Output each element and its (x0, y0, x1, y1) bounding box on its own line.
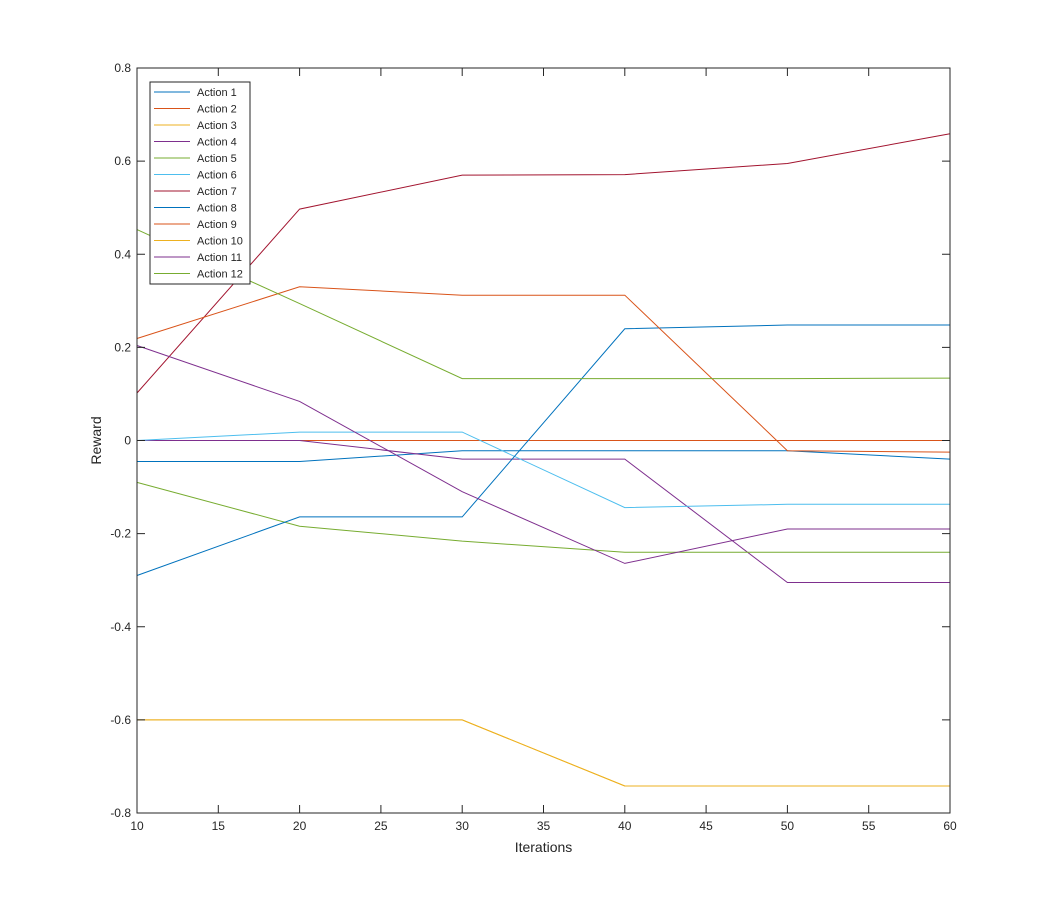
legend-label-action-12: Action 12 (197, 269, 243, 281)
series-line-action-8 (136, 324, 950, 576)
legend-label-action-9: Action 9 (197, 219, 237, 231)
x-tick-label: 10 (130, 819, 144, 833)
legend-label-action-8: Action 8 (197, 203, 237, 215)
y-axis-title: Reward (88, 416, 104, 464)
x-tick-label: 50 (781, 819, 795, 833)
legend-box (149, 81, 251, 285)
x-tick-label: 35 (537, 819, 551, 833)
y-tick-label: 0.2 (114, 340, 131, 354)
legend-label-action-3: Action 3 (197, 120, 237, 132)
x-axis-title: Iterations (515, 839, 573, 855)
legend-label-action-1: Action 1 (197, 87, 237, 99)
axis-ticks (136, 67, 951, 814)
y-tick-label: 0.4 (114, 247, 131, 261)
series-line-action-10 (137, 719, 950, 787)
y-tick-label: -0.6 (110, 713, 131, 727)
y-tick-label: 0 (124, 434, 131, 448)
legend-label-action-7: Action 7 (197, 186, 237, 198)
legend-label-action-10: Action 10 (197, 236, 243, 248)
series-line-action-5 (136, 481, 950, 553)
y-tick-label: 0.6 (114, 154, 131, 168)
y-tick-label: 0.8 (114, 61, 131, 75)
series-line-action-9 (136, 286, 951, 453)
x-tick-label: 15 (212, 819, 226, 833)
x-tick-label: 55 (862, 819, 876, 833)
series-line-action-11 (136, 345, 950, 564)
x-tick-label: 20 (293, 819, 307, 833)
series-line-action-1 (137, 450, 951, 462)
legend-label-action-2: Action 2 (197, 104, 237, 116)
series-line-action-4 (137, 440, 950, 583)
series-lines (136, 133, 951, 787)
series-line-action-6 (136, 431, 950, 509)
axis-tick-labels: 10 15 20 25 30 35 40 45 50 55 60 -0.8 -0.6 -0.4 -0.2 0 0… (110, 61, 957, 833)
x-tick-label: 25 (374, 819, 388, 833)
y-tick-label: -0.4 (110, 620, 131, 634)
legend-label-action-4: Action 4 (197, 137, 237, 149)
legend-label-action-6: Action 6 (197, 170, 237, 182)
y-tick-label: -0.2 (110, 527, 131, 541)
legend-label-action-5: Action 5 (197, 153, 237, 165)
series-line-action-12 (136, 229, 951, 380)
x-tick-label: 30 (456, 819, 470, 833)
legend-label-action-11: Action 11 (197, 252, 242, 264)
series-line-action-7 (136, 133, 951, 394)
x-tick-label: 40 (618, 819, 632, 833)
y-tick-label: -0.8 (110, 806, 131, 820)
legend: Action 1 Action 2 Action 3 Action 4 Action 5… (149, 81, 251, 285)
x-tick-label: 60 (943, 819, 957, 833)
x-tick-label: 45 (699, 819, 713, 833)
